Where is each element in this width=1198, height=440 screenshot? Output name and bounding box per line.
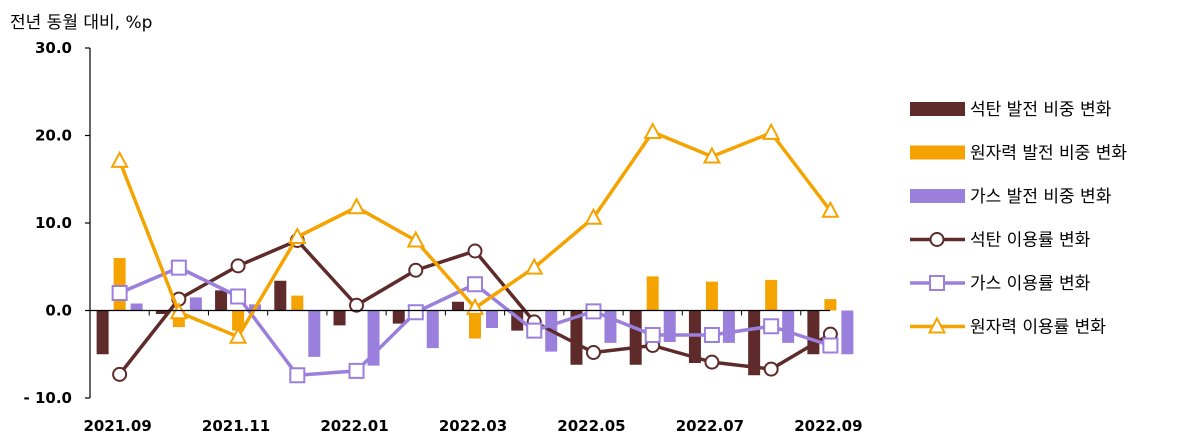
data-point-marker [822, 337, 839, 354]
data-point-marker [110, 150, 129, 168]
bar [333, 310, 346, 326]
x-tick-label: 2021.09 [83, 417, 151, 435]
data-point-marker [112, 366, 128, 382]
bar [189, 297, 202, 311]
x-tick-label: 2021.11 [202, 417, 270, 435]
data-point-marker [467, 243, 483, 259]
legend-label: 원자력 발전 비중 변화 [970, 144, 1127, 164]
bar [392, 310, 405, 324]
data-point-marker [407, 304, 424, 321]
legend-label: 석탄 발전 비중 변화 [970, 100, 1112, 120]
data-point-marker [763, 318, 780, 335]
bar [629, 310, 642, 365]
data-point-marker [406, 230, 425, 248]
data-point-marker [704, 354, 720, 370]
x-tick-label: 2022.03 [439, 417, 507, 435]
x-tick-label: 2022.01 [320, 417, 388, 435]
data-point-marker [763, 361, 779, 377]
legend-swatch [910, 189, 965, 203]
legend-label: 가스 발전 비중 변화 [970, 187, 1112, 207]
x-tick-label: 2022.05 [557, 417, 625, 435]
data-point-marker [347, 197, 366, 215]
bar [155, 310, 168, 314]
bar [215, 290, 228, 311]
x-tick-label: 2022.09 [794, 417, 862, 435]
bar [705, 281, 718, 311]
data-point-marker [702, 146, 722, 164]
data-point-marker [228, 326, 248, 344]
bars-layer [96, 258, 854, 376]
data-point-marker [170, 259, 187, 276]
bar [841, 310, 854, 355]
data-point-marker [230, 258, 246, 274]
data-point-marker [348, 362, 365, 379]
bar [646, 276, 659, 311]
bar [426, 310, 439, 349]
legend-swatch [910, 145, 965, 160]
data-point-marker [584, 207, 603, 225]
bar [232, 310, 245, 331]
lines-layer [110, 121, 840, 384]
legend-label: 원자력 이용률 변화 [970, 318, 1106, 338]
data-point-marker [761, 122, 781, 140]
data-point-marker [643, 121, 662, 139]
data-point-marker [644, 327, 661, 343]
legend-label: 가스 이용률 변화 [970, 274, 1091, 294]
bar [486, 310, 498, 328]
y-tick-label: 10.0 [35, 214, 72, 232]
bar [113, 258, 126, 311]
bar [96, 310, 109, 355]
legend-swatch [910, 102, 965, 116]
bar [722, 310, 735, 343]
legend-label: 석탄 이용률 변화 [970, 231, 1091, 251]
bar [824, 299, 837, 311]
data-point-marker [585, 303, 602, 320]
data-point-marker [169, 302, 189, 320]
data-point-marker [703, 327, 720, 343]
data-point-marker [467, 276, 483, 293]
bar [469, 310, 481, 339]
bar [663, 310, 676, 342]
y-tick-label: 0.0 [45, 302, 72, 320]
data-point-marker [288, 226, 307, 244]
y-tick-label: - 10.0 [24, 389, 72, 407]
data-point-marker [408, 262, 424, 278]
data-point-marker [111, 285, 128, 301]
data-point-marker [526, 322, 543, 339]
axes-layer: 30.0 20.0 10.0 0.0 - 10.0 2021.09 2021.11 2022.… [24, 39, 863, 435]
y-axis-unit-label: 전년 동월 대비, %p [10, 13, 153, 33]
data-point-marker [525, 257, 544, 275]
y-tick-label: 20.0 [35, 127, 72, 145]
data-point-marker [230, 288, 247, 305]
bar [130, 303, 143, 311]
data-point-marker [821, 200, 840, 218]
bar [452, 301, 464, 311]
legend-marker [929, 232, 945, 247]
bar [308, 310, 321, 357]
x-tick-label: 2022.07 [676, 417, 744, 435]
data-point-marker [349, 297, 365, 313]
legend-marker [927, 316, 947, 334]
bar [765, 279, 778, 311]
bar [782, 310, 795, 343]
data-point-marker [289, 367, 306, 384]
bar [570, 310, 583, 365]
bar [274, 280, 287, 311]
bar [291, 295, 304, 311]
data-point-marker [585, 345, 601, 360]
legend-marker [929, 275, 945, 291]
y-tick-label: 30.0 [35, 39, 72, 57]
